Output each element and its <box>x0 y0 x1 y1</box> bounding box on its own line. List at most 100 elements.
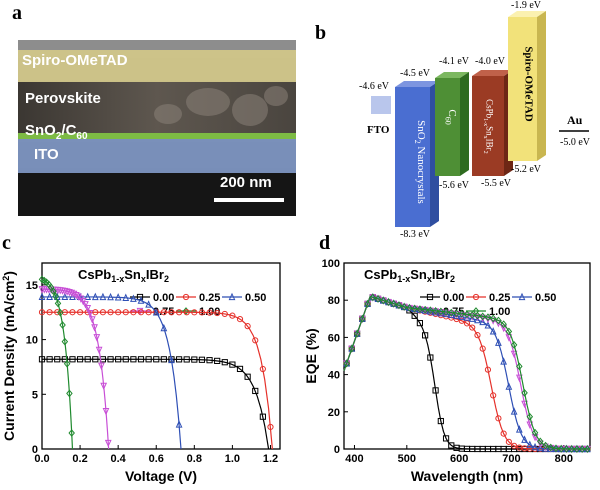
eqe-point <box>390 299 397 308</box>
eqe-series-0.75 <box>343 294 591 454</box>
jv-ytick-label: 15 <box>26 280 38 292</box>
jv-point <box>183 309 190 316</box>
eqe-point <box>531 428 539 437</box>
jv-point <box>99 292 107 301</box>
jv-point <box>93 334 101 342</box>
eqe-ytick-label: 60 <box>328 332 340 344</box>
eqe-frame <box>343 262 591 450</box>
jv-point <box>137 356 145 363</box>
jv-point <box>229 312 236 319</box>
jv-point <box>84 292 92 301</box>
eqe-ytick-label: 20 <box>328 407 340 419</box>
eqe-point <box>573 445 581 453</box>
jv-point <box>98 362 105 371</box>
eqe-point <box>557 444 565 453</box>
jv-point <box>66 288 73 297</box>
jv-point <box>175 356 183 363</box>
jv-xtick-label: 0.8 <box>187 453 202 465</box>
eqe-point <box>526 440 534 448</box>
fto-block <box>371 96 391 114</box>
eqe-point <box>568 445 575 453</box>
jv-point <box>160 323 168 332</box>
jv-point <box>236 316 244 323</box>
jv-point <box>130 356 137 363</box>
legend-label-0.25: 0.25 <box>199 292 220 304</box>
jv-xtick-label: 1.2 <box>263 453 278 465</box>
eqe-point <box>468 311 476 319</box>
jv-point <box>38 356 46 363</box>
eqe-point <box>437 417 444 425</box>
eqe-point <box>510 341 518 349</box>
eqe-point <box>422 332 429 339</box>
sno2-top: -4.5 eV <box>400 68 430 79</box>
jv-point <box>68 429 75 437</box>
jv-point <box>57 308 64 317</box>
eqe-ytick-label: 40 <box>328 370 340 382</box>
jv-point <box>160 356 167 363</box>
au-label: Au <box>567 113 583 127</box>
eqe-point <box>510 407 518 415</box>
jv-point <box>175 309 183 316</box>
legend-label-0.50: 0.50 <box>535 292 556 304</box>
eqe-point <box>515 425 523 433</box>
eqe-point <box>495 316 502 325</box>
jv-point <box>114 293 122 301</box>
jv-point <box>76 356 84 363</box>
jv-point <box>152 308 160 316</box>
jv-point <box>229 361 236 368</box>
jv-point <box>122 356 129 363</box>
jv-point <box>63 359 71 368</box>
jv-point <box>69 356 76 363</box>
eqe-point <box>448 308 455 317</box>
jv-xtick-label: 1.0 <box>225 453 240 465</box>
jv-series-1.00 <box>38 275 75 450</box>
eqe-point <box>515 374 523 383</box>
jv-point <box>145 300 153 308</box>
jv-xtick-label: 0.4 <box>111 453 127 465</box>
eqe-point <box>437 307 445 316</box>
jv-point <box>252 387 259 395</box>
jv-point <box>46 309 53 316</box>
jv-xlabel: Voltage (V) <box>125 468 197 484</box>
jv-point <box>252 337 259 344</box>
jv-point <box>175 420 183 428</box>
jv-point <box>259 413 266 420</box>
eqe-point <box>490 392 497 399</box>
eqe-point <box>489 314 497 323</box>
jv-point <box>206 309 213 316</box>
jv-point <box>130 309 137 316</box>
jv-ytick-label: 10 <box>26 335 38 347</box>
jv-point <box>84 309 91 316</box>
eqe-point <box>536 443 544 452</box>
eqe-point <box>563 444 570 453</box>
eqe-point <box>489 327 497 335</box>
perovskite-top: -4.0 eV <box>475 56 505 67</box>
eqe-point <box>531 442 539 451</box>
jv-point <box>115 309 122 316</box>
legend-label-0.50: 0.50 <box>245 292 266 304</box>
eqe-ylabel: EQE (%) <box>303 328 319 383</box>
jv-point <box>259 365 266 373</box>
jv-point <box>66 389 73 398</box>
eqe-point <box>547 443 554 452</box>
layer-label-ito: ITO <box>34 146 59 163</box>
jv-xtick-label: 0.0 <box>34 453 49 465</box>
eqe-point <box>495 338 502 346</box>
eqe-point <box>395 301 403 310</box>
jv-point <box>191 356 198 363</box>
jv-point <box>191 309 198 316</box>
au-level: -5.0 eV <box>560 137 590 148</box>
jv-point <box>107 309 114 316</box>
jv-point <box>122 293 130 301</box>
perovskite-block <box>472 76 504 176</box>
eqe-point <box>479 345 486 352</box>
eqe-point <box>353 329 361 338</box>
eqe-point <box>442 435 450 442</box>
eqe-point <box>479 317 487 326</box>
jv-point <box>95 346 103 355</box>
jv-series-0.25 <box>38 309 274 450</box>
layer-label-perovskite: Perovskite <box>25 90 101 107</box>
legend-marker-0.50 <box>518 292 526 301</box>
scale-bar-label: 200 nm <box>220 174 272 191</box>
eqe-point <box>552 444 560 453</box>
